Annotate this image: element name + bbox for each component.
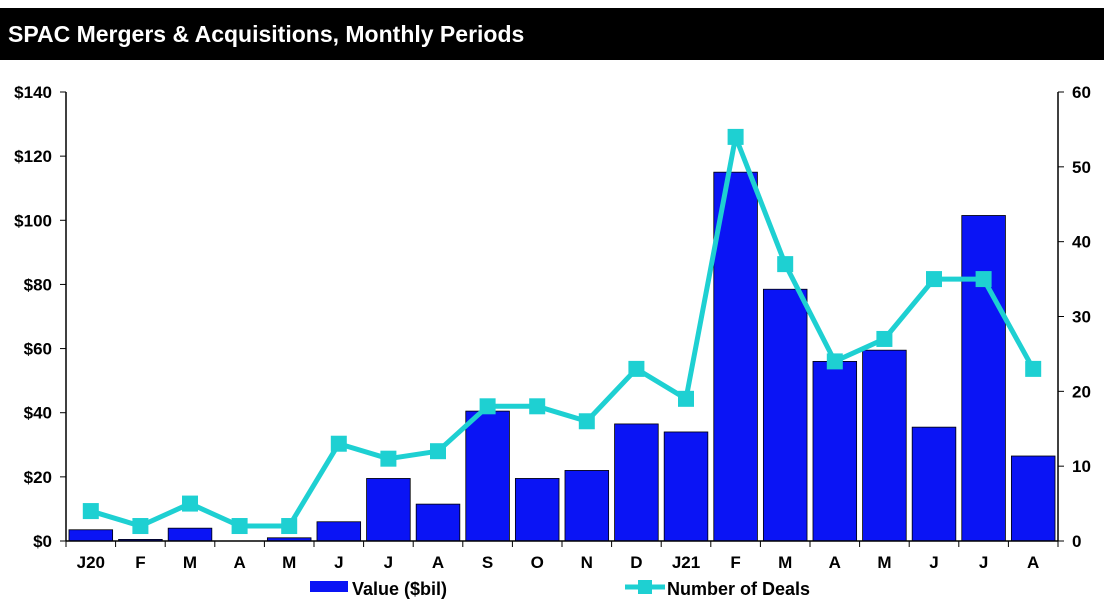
bar-11 (614, 423, 659, 542)
legend-label-value: Value ($bil) (352, 579, 447, 599)
bar-17 (911, 426, 957, 542)
bar-7 (415, 503, 461, 542)
y-right-tick-label: 10 (1072, 457, 1091, 476)
axes (65, 92, 1059, 542)
bar-2 (167, 527, 213, 542)
x-tick-label: A (233, 553, 245, 572)
deals-marker-15 (826, 353, 843, 370)
y-left-tick-label: $0 (33, 532, 52, 551)
x-tick-label: J (979, 553, 988, 572)
deals-marker-18 (975, 271, 992, 288)
y-right-tick-label: 20 (1072, 382, 1091, 401)
y-right-tick-label: 60 (1072, 83, 1091, 102)
legend-marker-deals (638, 580, 652, 594)
bar-8 (465, 410, 510, 542)
bar-15 (812, 360, 858, 542)
deals-marker-11 (628, 360, 645, 377)
x-tick-label: J (384, 553, 393, 572)
x-tick-label: F (135, 553, 145, 572)
x-tick-label: J (334, 553, 343, 572)
y-right-axis-ticks: 0 10 20 30 40 50 60 (1058, 83, 1091, 551)
y-right-tick-label: 30 (1072, 308, 1091, 327)
bar-0 (68, 529, 114, 542)
y-left-tick-label: $20 (24, 468, 52, 487)
deals-marker-6 (380, 450, 397, 467)
x-tick-label: M (877, 553, 891, 572)
legend-swatch-value (310, 581, 348, 592)
bar-14 (762, 288, 808, 542)
bar-19 (1010, 455, 1056, 542)
x-tick-label: M (183, 553, 197, 572)
deals-line (90, 134, 1036, 529)
y-left-tick-label: $80 (24, 275, 52, 294)
y-left-tick-label: $100 (14, 211, 52, 230)
deals-marker-10 (578, 413, 595, 430)
x-tick-label: M (778, 553, 792, 572)
x-tick-label: N (581, 553, 593, 572)
deals-marker-3 (231, 518, 248, 535)
y-left-tick-label: $40 (24, 404, 52, 423)
bar-10 (564, 470, 610, 542)
bar-series (68, 171, 1056, 542)
x-tick-label: A (432, 553, 444, 572)
y-left-tick-label: $60 (24, 340, 52, 359)
x-tick-label: S (482, 553, 493, 572)
x-tick-label: F (730, 553, 740, 572)
x-tick-label: D (630, 553, 642, 572)
y-right-tick-label: 50 (1072, 158, 1091, 177)
x-tick-label: M (282, 553, 296, 572)
deals-marker-2 (182, 495, 198, 512)
bar-18 (961, 215, 1006, 542)
x-tick-label: J21 (672, 553, 700, 572)
bar-6 (366, 478, 411, 542)
deals-marker-17 (926, 271, 942, 288)
deals-marker-4 (281, 518, 298, 535)
bar-9 (514, 478, 560, 542)
bar-16 (862, 349, 907, 542)
y-left-tick-label: $120 (14, 147, 52, 166)
deals-marker-13 (727, 128, 744, 145)
deals-marker-1 (132, 518, 149, 535)
chart-title: SPAC Mergers & Acquisitions, Monthly Per… (0, 8, 1104, 60)
x-tick-label: J (929, 553, 938, 572)
deals-marker-9 (529, 398, 546, 415)
x-tick-label: A (1027, 553, 1039, 572)
deals-marker-14 (777, 256, 794, 273)
deals-marker-12 (678, 390, 694, 407)
x-axis-ticks: J20 F M A M J J A S O N D J21 F M A M J J A (65, 541, 1059, 572)
deals-marker-16 (876, 330, 893, 347)
y-right-tick-label: 0 (1072, 532, 1081, 551)
deals-marker-7 (430, 443, 446, 460)
legend-label-deals: Number of Deals (667, 579, 810, 599)
x-tick-label: J20 (77, 553, 105, 572)
bar-12 (663, 431, 709, 542)
x-tick-label: O (531, 553, 544, 572)
y-right-tick-label: 40 (1072, 233, 1091, 252)
deals-marker-8 (479, 398, 496, 415)
y-left-axis-ticks: $0 $20 $40 $60 $80 $100 $120 $140 (14, 83, 66, 551)
x-tick-label: A (829, 553, 841, 572)
deals-marker-5 (330, 435, 347, 452)
line-series (82, 128, 1042, 535)
y-left-tick-label: $140 (14, 83, 52, 102)
deals-marker-0 (82, 503, 99, 520)
legend: Value ($bil) Number of Deals (310, 579, 810, 599)
bar-5 (316, 521, 362, 542)
deals-marker-19 (1025, 360, 1042, 377)
